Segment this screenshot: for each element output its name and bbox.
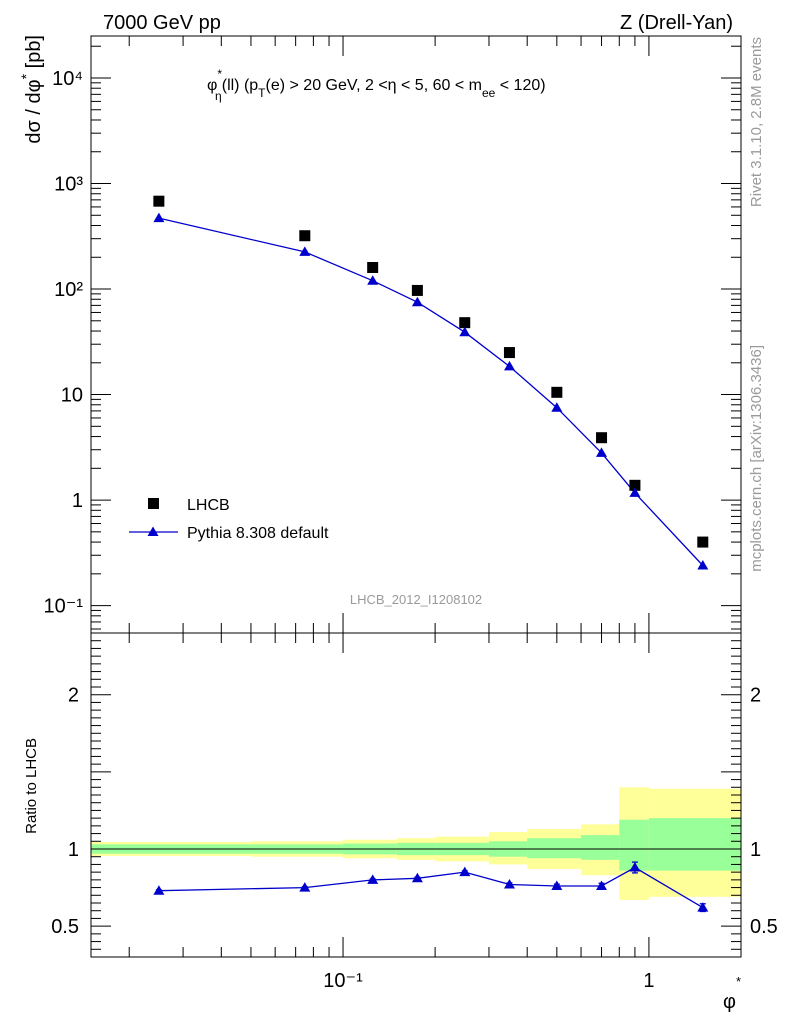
lhcb-data-point <box>459 317 471 329</box>
ratio-y-tick-label: 0.5 <box>51 916 79 938</box>
pythia-data-point <box>551 402 563 412</box>
pythia-data-point <box>459 326 471 337</box>
header-left: 7000 GeV pp <box>103 12 221 34</box>
lhcb-data-point <box>697 536 709 548</box>
ratio-y-tick-label-right: 0.5 <box>750 916 778 938</box>
ratio-data-point <box>411 872 423 883</box>
ratio-data-point <box>504 879 515 889</box>
ratio-ticks <box>91 633 742 957</box>
ratio-series <box>153 861 709 913</box>
ratio-line <box>158 866 704 909</box>
ratio-y-tick-label-right: 2 <box>750 685 761 707</box>
ratio-data-point <box>367 874 379 884</box>
main-y-tick-label: 10² <box>54 279 83 301</box>
ratio-data-point <box>697 902 709 912</box>
ratio-frame <box>90 632 742 958</box>
plot-title: φ* η(ll) (pT(e) > 20 GeV, 2 <η < 5, 60 < … <box>207 67 546 103</box>
legend-label-pythia: Pythia 8.308 default <box>187 525 329 542</box>
main-markers <box>153 195 709 570</box>
main-y-tick-labels: 10⁻¹ 1 10 10² 10³ 10⁴ <box>44 68 84 618</box>
main-y-tick-label: 1 <box>72 490 83 512</box>
ratio-y-tick-label: 1 <box>68 839 79 861</box>
pythia-data-point <box>629 487 641 497</box>
ratio-y-tick-label: 2 <box>68 685 79 707</box>
uncertainty-band-green <box>648 818 741 871</box>
pythia-data-point <box>299 246 311 256</box>
lhcb-data-point <box>411 284 423 296</box>
main-y-tick-label: 10³ <box>54 174 83 196</box>
lhcb-data-point <box>367 261 379 273</box>
main-series-line <box>158 217 704 566</box>
ratio-data-point <box>551 880 563 890</box>
rivet-label: Rivet 3.1.10, 2.8M events <box>748 37 765 207</box>
main-y-tick-label: 10 <box>61 385 83 407</box>
pythia-data-point <box>504 360 515 371</box>
pythia-line <box>158 217 704 566</box>
ratio-data-point <box>153 885 165 895</box>
main-ticks <box>91 36 742 633</box>
legend: LHCB Pythia 8.308 default <box>129 497 329 542</box>
x-tick-label: 1 <box>643 970 654 992</box>
x-tick-labels: 10⁻¹ 1 <box>323 970 654 992</box>
pythia-data-point <box>697 560 709 570</box>
pythia-data-point <box>153 212 165 223</box>
watermark: LHCB_2012_I1208102 <box>350 592 482 607</box>
main-panel: φ* η(ll) (pT(e) > 20 GeV, 2 <η < 5, 60 < … <box>18 35 742 634</box>
lhcb-data-point <box>551 386 563 398</box>
main-y-tick-label: 10⁻¹ <box>44 596 84 618</box>
legend-marker-pythia <box>147 526 159 536</box>
ratio-data-point <box>459 866 471 877</box>
uncertainty-band-green <box>581 835 620 860</box>
lhcb-data-point <box>503 347 515 359</box>
uncertainty-band-green <box>619 819 649 871</box>
ratio-panel: 0.5 0.5 1 1 2 2 Ratio to LHCB <box>23 632 778 958</box>
ratio-y-tick-labels: 0.5 0.5 1 1 2 2 <box>51 685 778 938</box>
mcplots-label: mcplots.cern.ch [arXiv:1306.3436] <box>748 345 765 572</box>
header-right: Z (Drell-Yan) <box>620 12 733 34</box>
x-axis-title: φ* <box>723 974 741 1013</box>
main-y-tick-label: 10⁴ <box>52 68 83 90</box>
lhcb-data-point <box>153 195 165 207</box>
lhcb-data-point <box>299 230 311 242</box>
uncertainty-band-green <box>527 838 582 859</box>
ratio-data-point <box>299 882 311 892</box>
lhcb-data-point <box>629 479 641 491</box>
ratio-data-point <box>596 880 607 890</box>
pythia-data-point <box>596 447 607 457</box>
legend-marker-lhcb <box>148 498 159 509</box>
y-axis-title: dσ / dφ* [pb] <box>18 35 45 144</box>
pythia-data-point <box>411 296 423 307</box>
ratio-y-tick-label-right: 1 <box>750 839 761 861</box>
pythia-data-point <box>367 275 379 285</box>
legend-label-lhcb: LHCB <box>187 497 230 514</box>
ratio-y-axis-title: Ratio to LHCB <box>23 738 40 834</box>
x-tick-label: 10⁻¹ <box>323 970 363 992</box>
lhcb-data-point <box>596 432 608 444</box>
ratio-data-point <box>629 862 641 872</box>
